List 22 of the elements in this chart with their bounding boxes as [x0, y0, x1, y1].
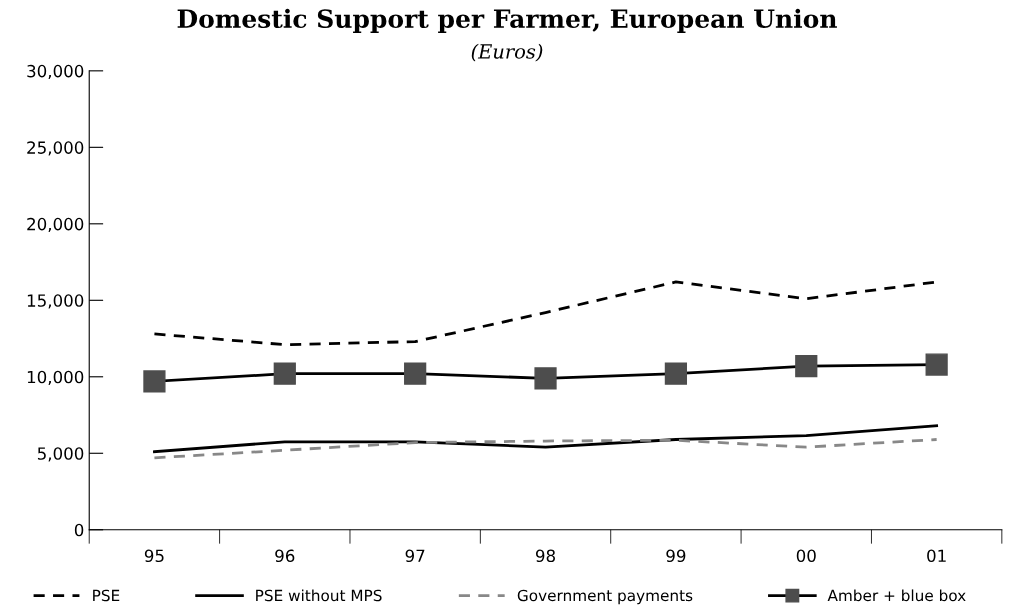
legend-label: PSE without MPS	[256, 589, 382, 602]
y-tick-label: 5,000	[37, 447, 84, 462]
x-tick-label: 99	[666, 549, 686, 563]
y-tick-label: 20,000	[27, 217, 84, 233]
y-tick-label: 15,000	[27, 294, 84, 309]
y-tick-label: 10,000	[27, 370, 84, 386]
y-tick-label: 25,000	[27, 141, 84, 156]
x-tick-label: 98	[535, 549, 555, 563]
chart-subtitle: (Euros)	[471, 43, 543, 62]
line-series	[153, 438, 939, 460]
y-tick-label: 0	[74, 523, 84, 537]
x-tick-label: 97	[405, 549, 425, 563]
x-tick-label: 01	[927, 549, 946, 563]
x-tick-label: 95	[144, 549, 164, 563]
x-tick-label: 00	[796, 549, 816, 563]
chart-title: Domestic Support per Farmer, European Union	[177, 8, 837, 33]
legend-label: Amber + blue box	[827, 589, 966, 602]
legend-label: PSE	[93, 589, 120, 602]
legend-label: Government payments	[517, 589, 693, 605]
x-tick-label: 96	[275, 549, 295, 563]
line-series	[153, 424, 939, 454]
y-tick-label: 30,000	[27, 64, 84, 80]
